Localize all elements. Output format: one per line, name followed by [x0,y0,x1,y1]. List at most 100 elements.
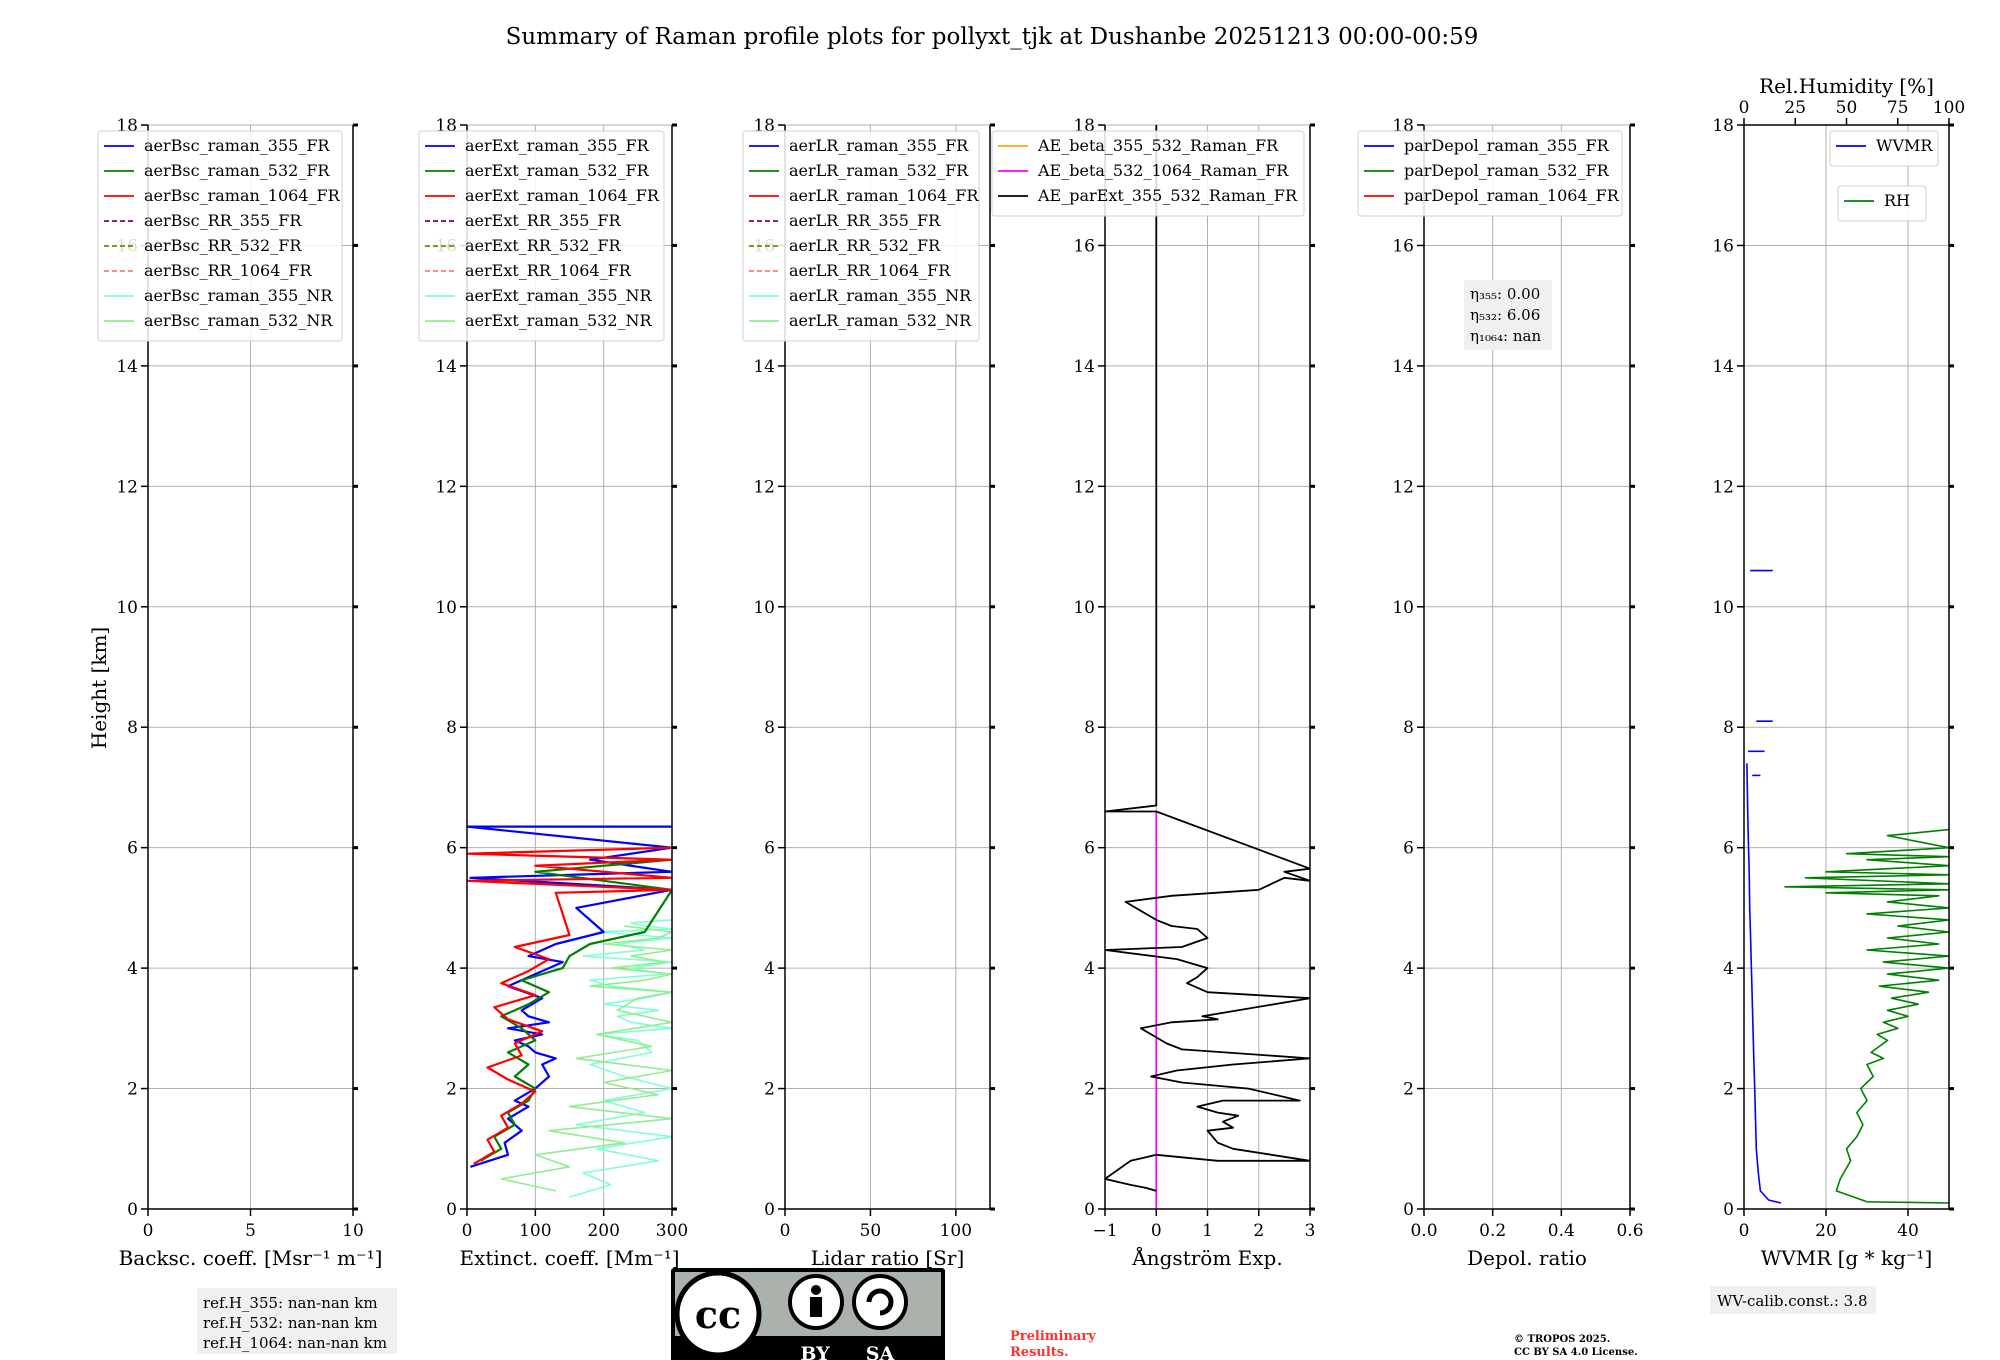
legend-label: aerExt_raman_532_NR [465,311,653,330]
y-tick-label: 10 [753,598,775,618]
y-tick-label: 16 [1073,236,1095,256]
cc-license-badge: cc BY SA [671,1268,945,1360]
series-line-aerExt_raman_1064_FR [467,846,672,1165]
legend-label: aerExt_raman_532_FR [465,161,650,180]
y-tick-label: 18 [1712,116,1734,136]
x-tick-label: 0.2 [1479,1221,1506,1241]
y-tick-label: 2 [446,1080,457,1100]
y-tick-label: 10 [116,598,138,618]
attribution-body [810,1297,822,1317]
legend-label: AE_parExt_355_532_Raman_FR [1037,186,1298,205]
legend-label: aerLR_raman_532_NR [789,311,972,330]
legend-label: aerExt_raman_355_FR [465,136,650,155]
y-tick-label: 14 [753,357,775,377]
legend-label: WVMR [1876,136,1933,155]
x-tick-label: 0 [143,1221,154,1241]
series-line-aerExt_raman_532_FR [480,858,672,1162]
series-line-aerExt_raman_355_NR [569,919,672,1198]
legend-label: aerExt_raman_1064_FR [465,186,660,205]
y-tick-label: 10 [1392,598,1414,618]
legend-label: aerLR_RR_1064_FR [789,261,951,280]
x-tick-label: 100 [519,1221,551,1241]
legend-label: aerBsc_raman_355_FR [144,136,330,155]
legend-label: parDepol_raman_532_FR [1404,161,1610,180]
y-tick-label: 2 [1084,1080,1095,1100]
y-tick-label: 4 [446,959,457,979]
y-tick-label: 14 [1392,357,1414,377]
legend-label: aerBsc_RR_532_FR [144,236,302,255]
series-group [467,825,672,1198]
x-axis-label: Depol. ratio [1467,1246,1587,1270]
x-tick-label: 40 [1897,1221,1919,1241]
x-tick-label: 10 [342,1221,364,1241]
x-tick-label: 0 [780,1221,791,1241]
series-group [1746,569,1949,1204]
y-tick-label: 14 [1073,357,1095,377]
eta-532: η₅₃₂: 6.06 [1470,306,1540,324]
legend: AE_beta_355_532_Raman_FR AE_beta_532_1064… [991,130,1305,217]
y-tick-label: 12 [1073,477,1095,497]
x-axis-label: WVMR [g * kg⁻¹] [1761,1246,1933,1270]
copyright-1: © TROPOS 2025. [1514,1334,1610,1345]
y-tick-label: 10 [1073,598,1095,618]
y-tick-label: 6 [1723,839,1734,859]
y-tick-label: 8 [1084,718,1095,738]
share-alike-icon [852,1274,908,1330]
x-tick-label: 200 [587,1221,619,1241]
y-tick-label: 4 [764,959,775,979]
preliminary-note-2: Results. [1010,1345,1069,1360]
legend-label: aerExt_raman_355_NR [465,286,653,305]
y-tick-label: 2 [127,1080,138,1100]
y-tick-label: 8 [127,718,138,738]
y-tick-label: 2 [1403,1080,1414,1100]
y-tick-label: 0 [1723,1200,1734,1220]
series-line-aerExt_raman_532_NR [500,925,672,1192]
legend: aerBsc_raman_355_FR aerBsc_raman_532_FRae… [97,130,343,342]
legend-label: aerLR_raman_355_NR [789,286,972,305]
x-tick-label: 100 [940,1221,972,1241]
copyright-2: CC BY SA 4.0 License. [1514,1347,1638,1358]
legend-label: aerLR_RR_532_FR [789,236,941,255]
x-tick-label: 50 [860,1221,882,1241]
y-tick-label: 2 [764,1080,775,1100]
y-tick-label: 10 [1712,598,1734,618]
legend-label: aerExt_RR_532_FR [465,236,622,255]
y-tick-label: 4 [127,959,138,979]
wv-calib-text: WV-calib.const.: 3.8 [1717,1292,1868,1310]
legend: parDepol_raman_355_FR parDepol_raman_532_… [1357,130,1623,217]
x2-tick-label: 75 [1887,98,1909,118]
y-tick-label: 4 [1084,959,1095,979]
y-tick-label: 14 [435,357,457,377]
series-line-RH [1784,828,1949,1204]
y-tick-label: 16 [1392,236,1414,256]
legend-label: aerBsc_RR_355_FR [144,211,302,230]
refh-355: ref.H_355: nan-nan km [203,1294,378,1312]
eta-1064: η₁₀₆₄: nan [1470,327,1541,345]
wv-calib-box: WV-calib.const.: 3.8 [1710,1286,1876,1314]
legend-label: parDepol_raman_1064_FR [1404,186,1620,205]
y-tick-label: 12 [435,477,457,497]
y-tick-label: 0 [1084,1200,1095,1220]
legend: RH [1837,185,1927,222]
y-tick-label: 4 [1723,959,1734,979]
x-tick-label: 0.0 [1410,1221,1437,1241]
legend-label: aerBsc_raman_532_FR [144,161,330,180]
legend-label: aerExt_RR_1064_FR [465,261,632,280]
x-tick-label: 0 [1151,1221,1162,1241]
x-tick-label: 0.4 [1548,1221,1575,1241]
legend: aerExt_raman_355_FR aerExt_raman_532_FRae… [418,130,665,342]
y-tick-label: 8 [764,718,775,738]
x-axis-label: Ångström Exp. [1131,1245,1282,1270]
y-tick-label: 0 [1403,1200,1414,1220]
x2-tick-label: 50 [1836,98,1858,118]
x-axis-label: Backsc. coeff. [Msr⁻¹ m⁻¹] [119,1246,383,1270]
figure-title: Summary of Raman profile plots for polly… [506,24,1479,50]
y-tick-label: 12 [116,477,138,497]
panel-lr: 024681012141618050100Lidar ratio [Sr]aer… [742,116,995,1270]
y-tick-label: 4 [1403,959,1414,979]
y-tick-label: 6 [446,839,457,859]
x-tick-label: 0 [462,1221,473,1241]
